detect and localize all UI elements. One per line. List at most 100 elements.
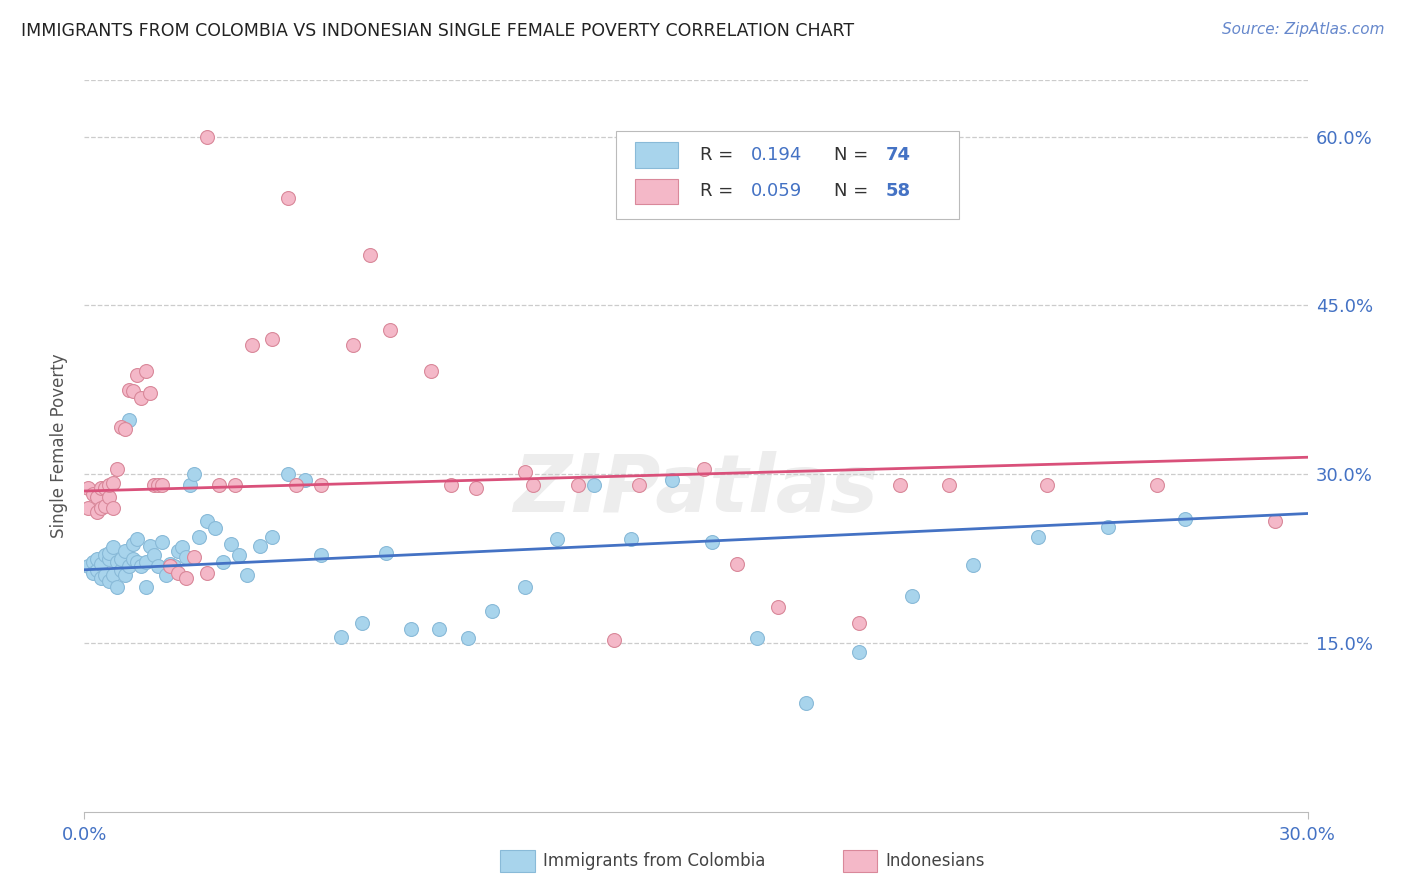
Text: IMMIGRANTS FROM COLOMBIA VS INDONESIAN SINGLE FEMALE POVERTY CORRELATION CHART: IMMIGRANTS FROM COLOMBIA VS INDONESIAN S… [21,22,855,40]
Point [187,530,209,544]
Point [93,499,117,513]
Point [661,473,683,487]
Text: Indonesians: Indonesians [886,853,986,871]
Point [294,473,316,487]
Point [105,555,128,569]
Point [848,615,870,630]
Point [122,537,145,551]
Point [224,478,246,492]
Point [627,478,650,492]
Point [97,478,120,492]
Text: N =: N = [834,183,875,201]
Point [101,476,124,491]
Point [118,383,141,397]
Point [122,551,145,566]
Point [135,555,157,569]
Point [427,623,450,637]
Point [260,332,283,346]
Point [131,391,153,405]
Point [693,461,716,475]
Point [183,550,205,565]
Point [118,559,141,574]
Point [277,467,299,482]
Point [82,566,104,581]
Point [240,337,263,351]
Point [127,368,149,383]
Text: N =: N = [834,146,875,164]
Point [110,420,132,434]
Point [962,558,984,573]
Point [159,557,181,571]
Point [219,537,242,551]
Text: 58: 58 [886,183,911,201]
Point [766,599,789,614]
Point [1035,478,1057,492]
Point [309,478,332,492]
Point [138,386,160,401]
Point [86,505,108,519]
Point [747,632,769,646]
Point [702,534,724,549]
Point [77,559,100,574]
Point [90,557,112,571]
Point [195,566,218,581]
Text: R =: R = [700,183,738,201]
Point [1146,478,1168,492]
Text: R =: R = [700,146,738,164]
Point [342,337,364,351]
Point [889,478,911,492]
Point [1097,520,1119,534]
Point [101,568,124,582]
Point [146,559,169,574]
FancyBboxPatch shape [842,850,877,872]
Point [155,568,177,582]
Point [1264,515,1286,529]
Text: Immigrants from Colombia: Immigrants from Colombia [543,853,765,871]
Point [212,555,235,569]
Point [359,248,381,262]
Point [93,548,117,562]
Point [97,490,120,504]
Point [159,559,181,574]
Point [464,481,486,495]
Point [127,555,149,569]
Point [105,580,128,594]
Point [794,696,817,710]
Point [105,461,128,475]
Point [114,568,136,582]
Point [167,543,190,558]
Point [938,478,960,492]
Point [179,478,201,492]
Point [176,550,198,565]
Point [513,580,536,594]
Point [90,500,112,515]
Point [138,539,160,553]
Point [285,478,308,492]
Point [97,551,120,566]
Point [603,632,626,647]
Point [135,363,157,377]
Point [1028,530,1050,544]
Point [101,500,124,515]
Point [725,557,748,571]
Point [375,546,398,560]
Point [110,563,132,577]
Point [522,478,544,492]
Point [567,478,589,492]
Point [163,559,186,574]
Point [330,630,353,644]
Text: ZIPatlas: ZIPatlas [513,450,879,529]
FancyBboxPatch shape [636,142,678,168]
Point [309,548,332,562]
Point [249,539,271,553]
Point [150,478,173,492]
Text: 0.059: 0.059 [751,183,803,201]
Point [350,615,373,630]
Point [195,515,218,529]
Point [77,500,100,515]
Y-axis label: Single Female Poverty: Single Female Poverty [51,354,69,538]
FancyBboxPatch shape [501,850,534,872]
Point [97,546,120,560]
Point [440,478,463,492]
Point [101,541,124,555]
